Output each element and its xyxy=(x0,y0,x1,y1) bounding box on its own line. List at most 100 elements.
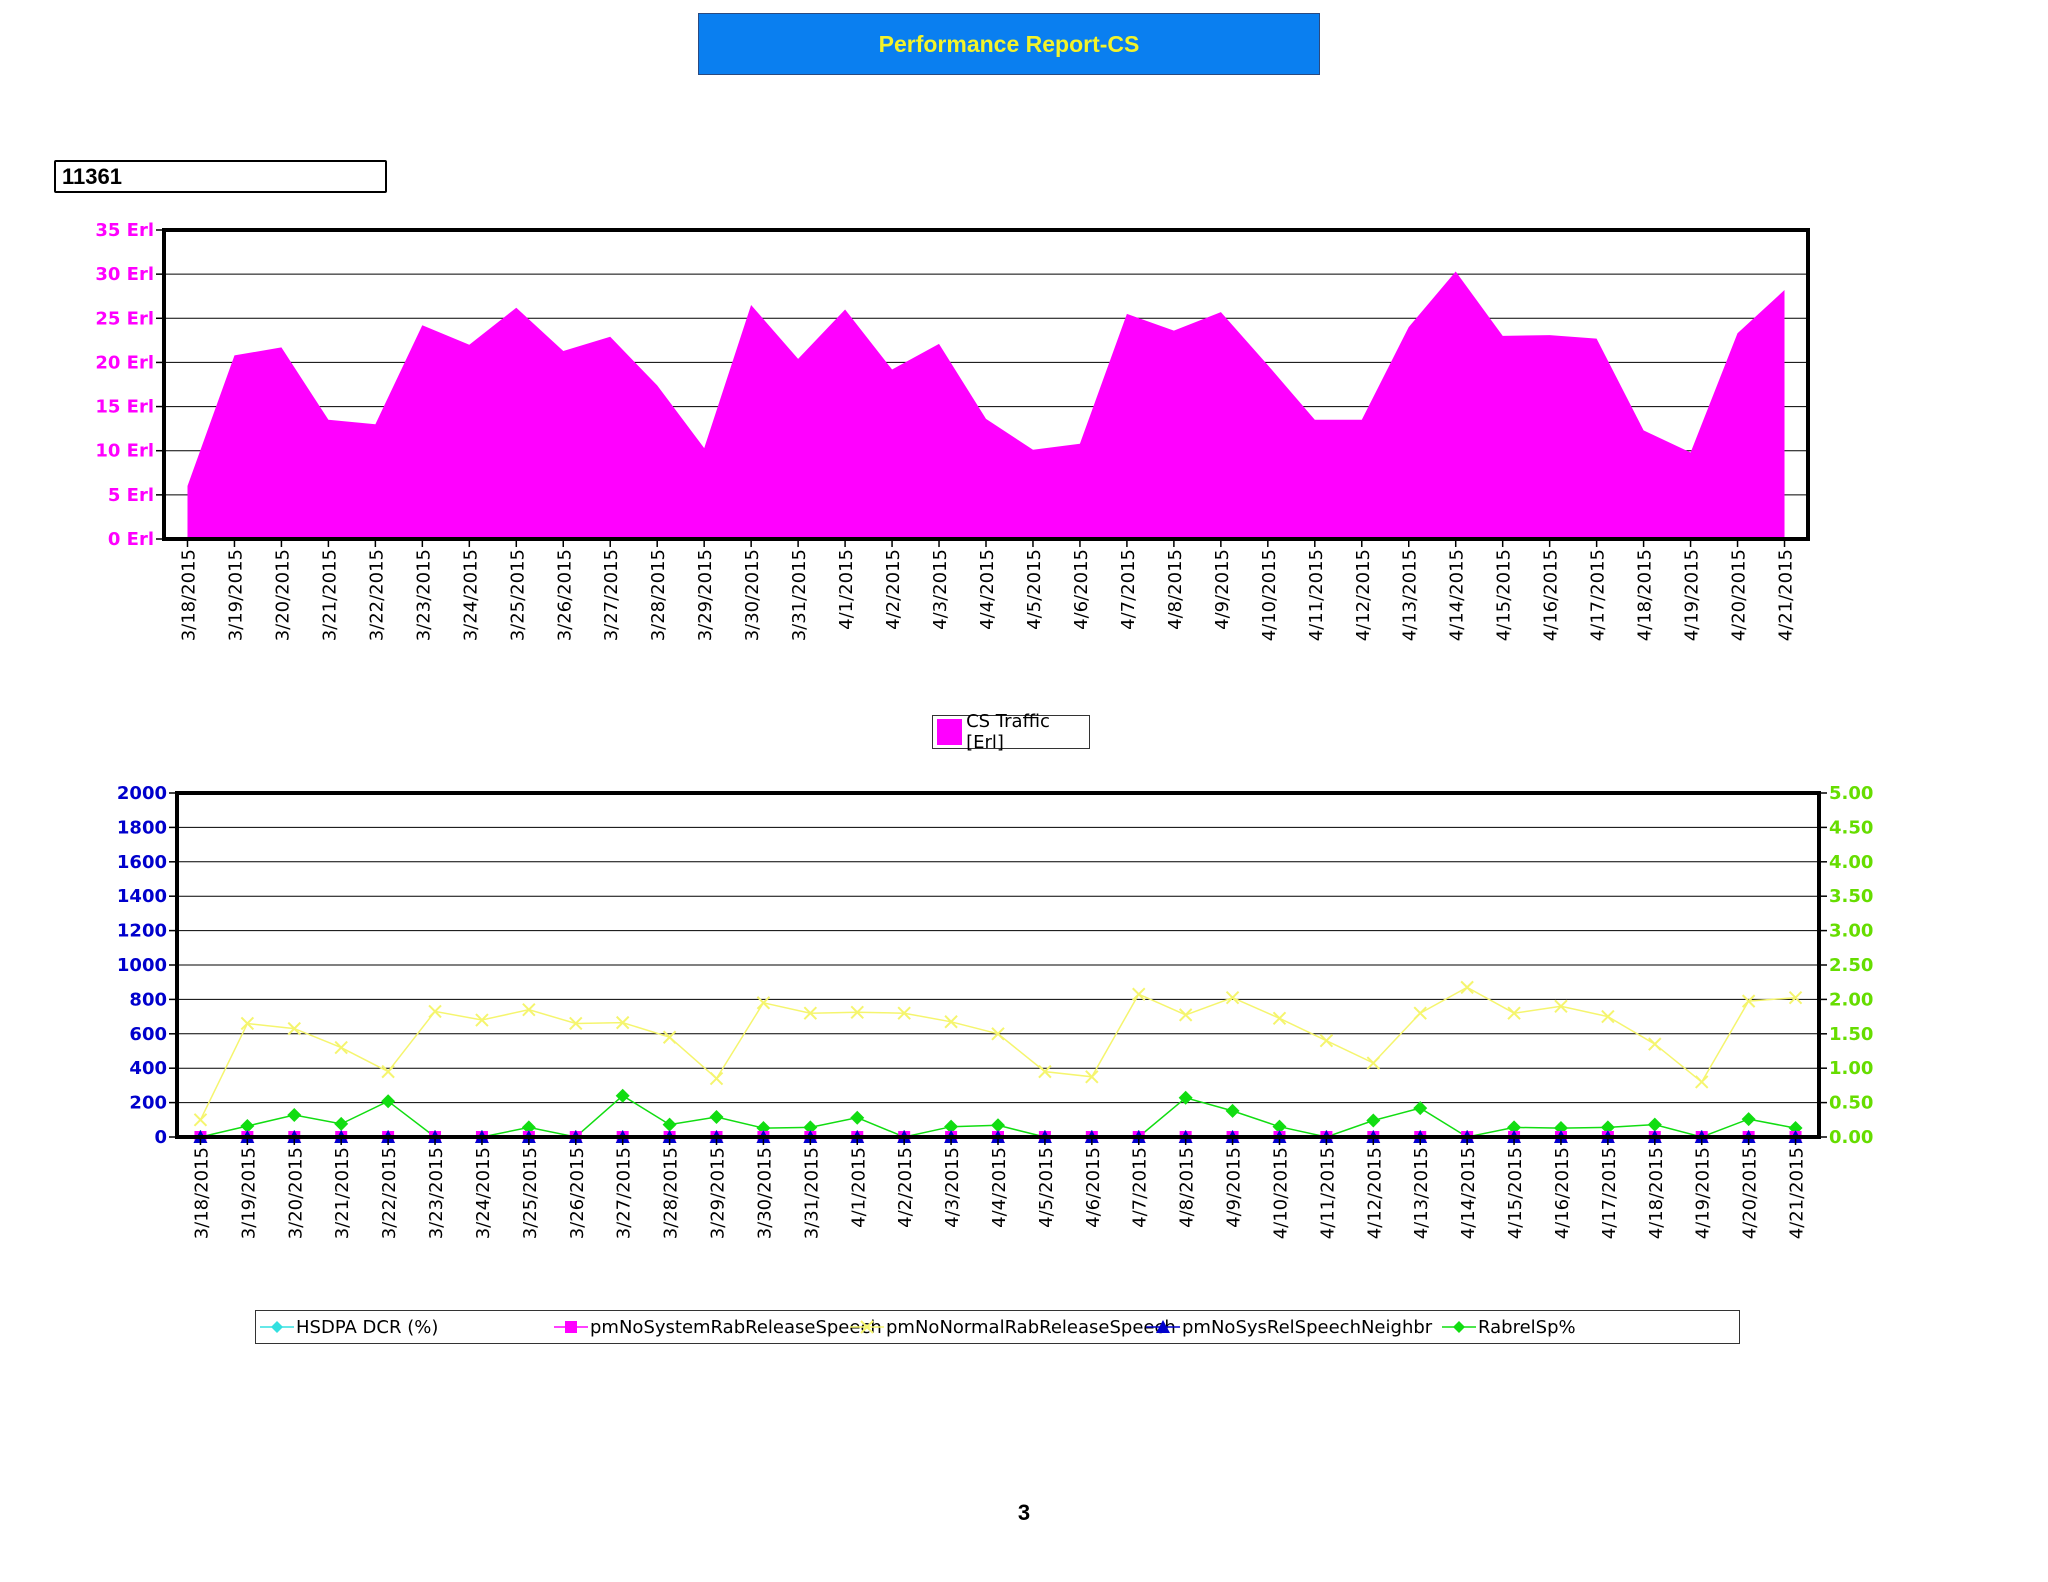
release-legend: HSDPA DCR (%) pmNoSystemRabReleaseSpeech… xyxy=(255,1310,1740,1344)
data-point xyxy=(1178,1008,1193,1022)
x-tick-label: 4/20/2015 xyxy=(1740,1147,1761,1239)
y-tick-label: 0 Erl xyxy=(108,529,154,550)
data-point xyxy=(240,1118,255,1133)
x-tick-label: 3/31/2015 xyxy=(801,1147,822,1239)
x-tick-label: 3/20/2015 xyxy=(285,1147,306,1239)
data-point xyxy=(381,1094,396,1109)
x-tick-label: 3/27/2015 xyxy=(614,1147,635,1239)
y-right-tick-label: 1.00 xyxy=(1829,1058,1873,1079)
x-tick-label: 4/17/2015 xyxy=(1588,549,1609,641)
x-tick-label: 4/1/2015 xyxy=(836,549,857,630)
y-left-tick-label: 1600 xyxy=(117,852,167,873)
x-tick-label: 3/19/2015 xyxy=(238,1147,259,1239)
data-point xyxy=(944,1119,959,1134)
x-tick-label: 4/17/2015 xyxy=(1599,1147,1620,1239)
data-point xyxy=(569,1016,583,1031)
x-tick-label: 3/29/2015 xyxy=(708,1147,729,1239)
x-tick-label: 4/4/2015 xyxy=(989,1147,1010,1228)
y-tick-label: 25 Erl xyxy=(95,308,154,329)
y-right-tick-label: 4.00 xyxy=(1829,852,1873,873)
x-tick-label: 3/19/2015 xyxy=(225,549,246,641)
data-point xyxy=(381,1064,395,1079)
data-point xyxy=(1225,1103,1240,1118)
x-tick-label: 4/9/2015 xyxy=(1224,1147,1245,1228)
x-tick-label: 4/7/2015 xyxy=(1118,549,1139,630)
y-right-tick-label: 5.00 xyxy=(1829,783,1873,804)
x-tick-label: 4/11/2015 xyxy=(1306,549,1327,641)
page-number: 3 xyxy=(1017,1500,1031,1525)
data-point xyxy=(1507,1006,1521,1020)
traffic-legend-swatch xyxy=(937,719,963,745)
data-point xyxy=(1554,999,1568,1013)
release-speech-chart: 0 0.00 200 0.50 400 1.00 600 1.50 800 2.00 1000 2.5… xyxy=(117,783,1874,1239)
data-point xyxy=(334,1116,349,1131)
data-point xyxy=(1648,1037,1662,1051)
x-tick-label: 4/12/2015 xyxy=(1364,1147,1385,1239)
x-tick-label: 3/21/2015 xyxy=(319,549,340,641)
data-point xyxy=(1788,990,1803,1005)
x-tick-label: 4/3/2015 xyxy=(942,1147,963,1228)
traffic-legend-label: CS Traffic [Erl] xyxy=(966,711,1050,753)
data-point xyxy=(428,1004,442,1019)
x-tick-label: 4/4/2015 xyxy=(977,549,998,630)
y-left-tick-label: 200 xyxy=(129,1093,167,1114)
legend-label-rabrelsp: RabrelSp% xyxy=(1478,1316,1576,1338)
data-point xyxy=(615,1015,630,1030)
data-point xyxy=(662,1030,677,1044)
data-point xyxy=(1647,1117,1662,1132)
x-tick-label: 3/24/2015 xyxy=(460,549,481,641)
traffic-legend: CS Traffic [Erl] xyxy=(932,711,1090,753)
y-left-tick-label: 0 xyxy=(154,1127,167,1148)
data-point xyxy=(991,1118,1005,1133)
legend-item-rabrelsp: RabrelSp% xyxy=(1442,1311,1576,1343)
x-tick-label: 4/16/2015 xyxy=(1552,1147,1573,1239)
data-point xyxy=(1366,1056,1381,1070)
y-left-tick-label: 1400 xyxy=(117,886,167,907)
data-point xyxy=(1741,994,1756,1008)
y-left-tick-label: 400 xyxy=(129,1058,167,1079)
legend-label-normal-rab-release: pmNoNormalRabReleaseSpeech xyxy=(886,1316,1176,1338)
x-tick-label: 4/2/2015 xyxy=(895,1147,916,1228)
legend-label-system-rab-release: pmNoSystemRabReleaseSpeech xyxy=(590,1316,882,1338)
data-point xyxy=(709,1071,724,1086)
x-tick-label: 4/21/2015 xyxy=(1787,1147,1808,1239)
data-point xyxy=(803,1120,818,1135)
data-point xyxy=(1366,1113,1381,1128)
x-tick-label: 4/3/2015 xyxy=(930,549,951,630)
data-point xyxy=(662,1117,677,1132)
y-tick-label: 5 Erl xyxy=(108,485,154,506)
data-point xyxy=(709,1110,724,1125)
x-tick-label: 4/2/2015 xyxy=(883,549,904,630)
data-point xyxy=(287,1021,301,1036)
y-left-tick-label: 1800 xyxy=(117,817,167,838)
data-point xyxy=(1132,987,1146,1001)
x-tick-label: 3/21/2015 xyxy=(332,1147,353,1239)
y-tick-label: 35 Erl xyxy=(95,220,154,241)
y-right-tick-label: 2.00 xyxy=(1829,989,1873,1010)
green-diamond-icon xyxy=(1442,1321,1476,1333)
x-tick-label: 3/27/2015 xyxy=(601,549,622,641)
x-tick-label: 3/30/2015 xyxy=(742,549,763,641)
x-tick-label: 4/10/2015 xyxy=(1259,549,1280,641)
x-tick-label: 4/1/2015 xyxy=(848,1147,869,1228)
y-left-tick-label: 1000 xyxy=(117,955,167,976)
data-point xyxy=(756,996,771,1010)
x-tick-label: 3/31/2015 xyxy=(789,549,810,641)
x-tick-label: 3/25/2015 xyxy=(507,549,528,641)
x-tick-label: 3/26/2015 xyxy=(567,1147,588,1239)
data-point xyxy=(1319,1033,1334,1048)
x-tick-label: 4/5/2015 xyxy=(1036,1147,1057,1228)
data-point xyxy=(850,1110,865,1125)
y-left-tick-label: 1200 xyxy=(117,921,167,942)
legend-item-sys-rel-neighbr: pmNoSysRelSpeechNeighbr xyxy=(1146,1311,1432,1343)
y-left-tick-label: 800 xyxy=(129,989,167,1010)
y-right-tick-label: 0.50 xyxy=(1829,1093,1873,1114)
data-point xyxy=(897,1006,911,1020)
data-point xyxy=(521,1120,536,1135)
x-tick-label: 3/20/2015 xyxy=(272,549,293,641)
x-tick-label: 4/16/2015 xyxy=(1541,549,1562,641)
x-tick-label: 3/23/2015 xyxy=(413,549,434,641)
x-tick-label: 4/14/2015 xyxy=(1458,1147,1479,1239)
cyan-diamond-icon xyxy=(260,1321,294,1333)
y-right-tick-label: 3.00 xyxy=(1829,921,1873,942)
